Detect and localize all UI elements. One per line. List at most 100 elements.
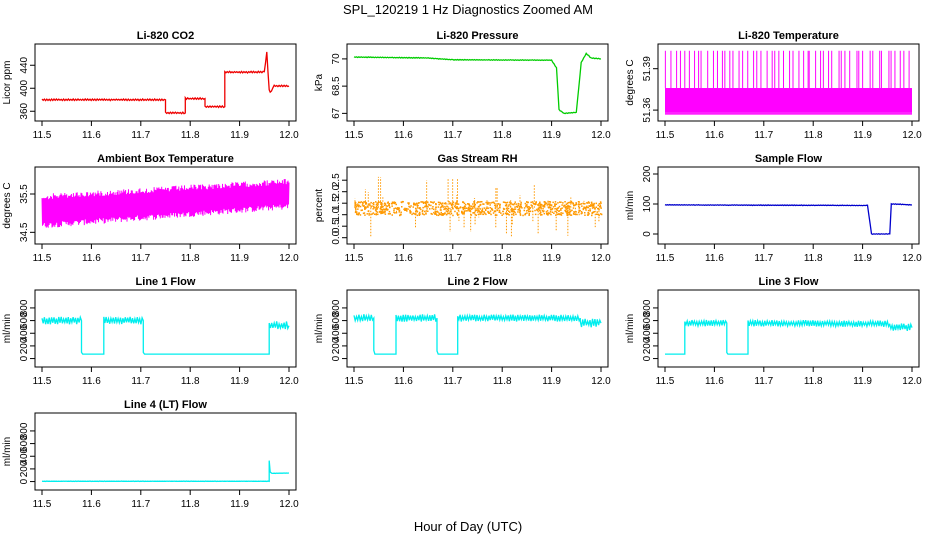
x-tick-label: 12.0	[591, 376, 611, 387]
data-point	[430, 212, 432, 215]
data-point	[559, 201, 561, 203]
panel-title: Ambient Box Temperature	[97, 153, 234, 165]
data-point	[518, 205, 521, 208]
data-point	[468, 207, 470, 209]
data-point	[403, 208, 405, 211]
data-point	[584, 207, 586, 209]
data-point	[590, 204, 592, 207]
data-point	[430, 204, 432, 207]
data-point	[367, 204, 370, 206]
data-point	[573, 204, 575, 207]
panel-9: Line 4 (LT) Flow ml/min 11.5 11.6 11.7 11.8 11…	[2, 399, 299, 510]
data-point	[397, 208, 399, 210]
data-point	[442, 206, 444, 208]
y-axis-label: ml/min	[2, 314, 13, 343]
data-point	[519, 213, 522, 215]
data-point	[372, 208, 374, 210]
data-point	[526, 212, 528, 214]
data-point	[541, 204, 543, 206]
data-point	[550, 204, 553, 206]
data-point	[445, 210, 448, 212]
data-point	[467, 210, 469, 212]
data-point	[443, 213, 446, 215]
data-point	[534, 203, 537, 205]
x-tick-label: 11.5	[345, 253, 364, 264]
data-point	[569, 210, 572, 212]
data-point	[376, 204, 379, 207]
data-point	[490, 213, 492, 216]
data-layer	[353, 313, 602, 355]
data-point	[554, 203, 556, 205]
data-point	[355, 210, 357, 212]
data-point	[528, 210, 530, 213]
data-point	[598, 208, 600, 211]
data-point	[367, 210, 370, 212]
data-point	[376, 211, 379, 213]
panel-title: Line 1 Flow	[136, 276, 196, 288]
data-point	[427, 206, 429, 208]
data-point	[487, 203, 489, 205]
data-point	[590, 201, 593, 204]
data-point	[578, 201, 580, 203]
data-point	[527, 208, 530, 210]
y-tick-label: 440	[19, 56, 30, 73]
data-point	[422, 202, 425, 204]
data-point	[530, 201, 532, 204]
data-point	[551, 208, 554, 210]
data-point	[556, 211, 558, 214]
data-point	[600, 213, 602, 215]
x-tick-label: 11.6	[82, 499, 101, 510]
data-point	[526, 206, 529, 209]
data-point	[360, 209, 362, 212]
data-point	[356, 212, 358, 215]
panel-title: Line 2 Flow	[448, 276, 508, 288]
data-point	[454, 204, 457, 206]
data-point	[449, 203, 451, 205]
data-point	[519, 210, 521, 213]
data-point	[399, 213, 402, 216]
data-point	[425, 213, 427, 215]
data-point	[398, 209, 401, 211]
data-point	[461, 206, 464, 209]
data-point	[516, 206, 519, 208]
data-point	[519, 209, 521, 212]
data-point	[558, 210, 560, 212]
data-point	[425, 212, 427, 214]
data-point	[417, 204, 419, 207]
data-point	[374, 207, 376, 209]
data-point	[479, 201, 482, 203]
data-point	[379, 207, 382, 210]
data-point	[463, 206, 465, 209]
data-point	[489, 210, 492, 212]
data-point	[515, 203, 518, 205]
data-point	[368, 214, 370, 216]
data-point	[547, 213, 549, 216]
x-tick-label: 11.7	[131, 130, 150, 141]
data-point	[407, 208, 409, 210]
data-point	[457, 207, 459, 210]
data-point	[402, 201, 404, 203]
data-point	[498, 209, 501, 212]
data-point	[461, 213, 464, 215]
data-point	[598, 203, 601, 205]
data-point	[479, 208, 481, 210]
data-point	[584, 214, 586, 216]
data-point	[585, 209, 587, 211]
y-tick-label: 200	[642, 165, 653, 182]
x-tick-label: 12.0	[902, 253, 922, 264]
data-point	[457, 203, 460, 205]
data-point	[539, 212, 541, 215]
data-point	[462, 212, 465, 214]
data-point	[519, 203, 522, 206]
data-point	[552, 201, 554, 204]
data-point	[564, 201, 566, 203]
data-point	[375, 209, 377, 211]
data-point	[589, 205, 591, 207]
data-point	[475, 209, 477, 211]
data-point	[447, 208, 449, 210]
data-point	[513, 203, 516, 205]
data-point	[475, 214, 477, 216]
data-point	[420, 208, 422, 211]
data-point	[435, 211, 437, 213]
data-layer	[665, 318, 913, 355]
